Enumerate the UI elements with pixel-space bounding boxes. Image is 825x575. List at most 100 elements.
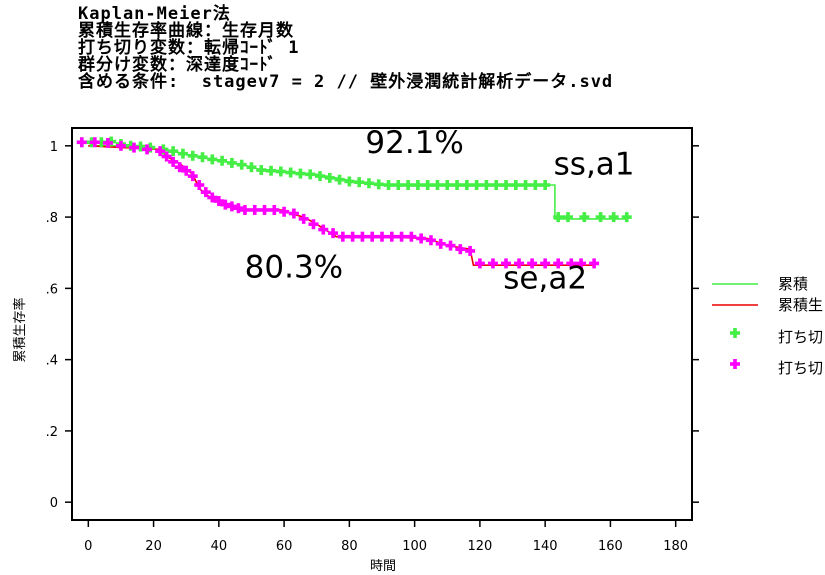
y-tick-label: .2: [46, 425, 58, 440]
censor-marker: [406, 231, 417, 242]
censor-marker: [246, 162, 257, 173]
censor-marker: [425, 235, 436, 246]
group-variable: 群分け変数：深達度ｺｰﾄﾞ: [78, 55, 277, 75]
header-block: Kaplan-Meier法 累積生存率曲線：生存月数 打ち切り変数：転帰ｺｰﾄﾞ…: [78, 6, 613, 91]
censor-marker: [226, 201, 237, 212]
censor-marker: [285, 167, 296, 178]
censor-marker: [367, 231, 378, 242]
x-axis-title: 時間: [370, 559, 396, 574]
censor-marker: [239, 204, 250, 215]
censor-marker: [553, 212, 564, 223]
x-tick-label: 140: [533, 539, 558, 554]
y-tick-label: 1: [50, 140, 58, 155]
censor-marker: [354, 177, 365, 188]
legend-marker-swatch: [730, 359, 740, 369]
censor-marker: [324, 172, 335, 183]
censor-marker: [135, 141, 146, 152]
censor-marker: [471, 180, 482, 191]
censor-marker: [530, 180, 541, 191]
censor-marker: [174, 162, 185, 173]
censor-variable: 打ち切り変数：転帰ｺｰﾄﾞ 1: [78, 38, 300, 58]
y-tick-label: .4: [46, 354, 58, 369]
legend-label: 累積生: [778, 296, 823, 314]
censor-marker: [344, 176, 355, 187]
censor-marker: [279, 206, 290, 217]
censor-marker: [520, 180, 531, 191]
censor-marker: [177, 148, 188, 159]
censor-marker: [305, 169, 316, 180]
censor-marker: [115, 140, 126, 151]
censor-marker: [197, 152, 208, 163]
censor-marker: [295, 168, 306, 179]
annotation-label: 80.3%: [245, 250, 343, 286]
censor-marker: [337, 231, 348, 242]
curve-title: 累積生存率曲線：生存月数: [78, 21, 294, 41]
censor-marker: [347, 231, 358, 242]
method-title: Kaplan-Meier法: [78, 4, 231, 24]
annotation-label: 92.1%: [365, 125, 463, 161]
legend-label: 打ち切: [778, 328, 823, 346]
censor-marker: [200, 187, 211, 198]
x-tick-label: 120: [467, 539, 492, 554]
censor-marker: [129, 142, 139, 153]
censor-marker: [102, 137, 113, 148]
y-tick-label: 0: [50, 496, 58, 511]
censor-marker: [383, 180, 394, 191]
censor-marker: [96, 137, 107, 148]
censor-marker: [220, 199, 231, 210]
censor-marker: [207, 192, 218, 203]
censor-marker: [491, 180, 502, 191]
legend-marker-swatch: [730, 328, 740, 338]
censor-marker: [452, 180, 463, 191]
plot-frame: [71, 127, 693, 521]
censor-marker: [576, 258, 587, 269]
x-tick-label: 160: [598, 539, 623, 554]
censor-marker: [217, 155, 228, 166]
censor-marker: [432, 180, 443, 191]
censor-marker: [168, 156, 179, 167]
censor-marker: [501, 258, 511, 269]
censor-marker: [377, 231, 387, 242]
censor-marker: [194, 180, 205, 191]
censor-marker: [161, 151, 172, 162]
censor-marker: [207, 154, 218, 165]
censor-marker: [373, 179, 384, 190]
censor-marker: [481, 180, 492, 191]
y-axis-title: 累積生存率: [12, 297, 28, 362]
censor-marker: [275, 166, 286, 177]
censor-marker: [416, 233, 427, 244]
censor-marker: [510, 180, 521, 191]
censor-marker: [589, 258, 600, 269]
censor-marker: [608, 212, 619, 223]
annotation-label: ss,a1: [554, 146, 635, 182]
censor-marker: [187, 171, 198, 182]
censor-marker: [357, 231, 368, 242]
legend-label: 打ち切: [778, 359, 823, 377]
censor-marker: [328, 228, 339, 239]
censor-marker: [168, 146, 179, 157]
censor-marker: [142, 144, 153, 155]
censor-marker: [553, 258, 564, 269]
censor-marker: [89, 137, 100, 148]
censor-marker: [266, 165, 277, 176]
censor-marker: [363, 178, 374, 189]
x-tick-label: 0: [84, 539, 92, 554]
censor-marker: [334, 174, 345, 185]
censor-marker: [540, 258, 551, 269]
survival-curve-2: [88, 145, 595, 266]
censor-marker: [514, 258, 525, 269]
censor-marker: [259, 204, 270, 215]
censor-marker: [318, 224, 329, 235]
censor-marker: [298, 213, 309, 224]
censor-marker: [461, 180, 472, 191]
censor-marker: [256, 165, 267, 176]
censor-marker: [181, 165, 192, 176]
y-tick-label: .8: [46, 211, 58, 226]
x-tick-label: 100: [402, 539, 427, 554]
censor-marker: [396, 231, 407, 242]
censor-marker: [435, 238, 446, 249]
legend-label: 累積: [778, 275, 808, 293]
censor-marker: [487, 258, 498, 269]
